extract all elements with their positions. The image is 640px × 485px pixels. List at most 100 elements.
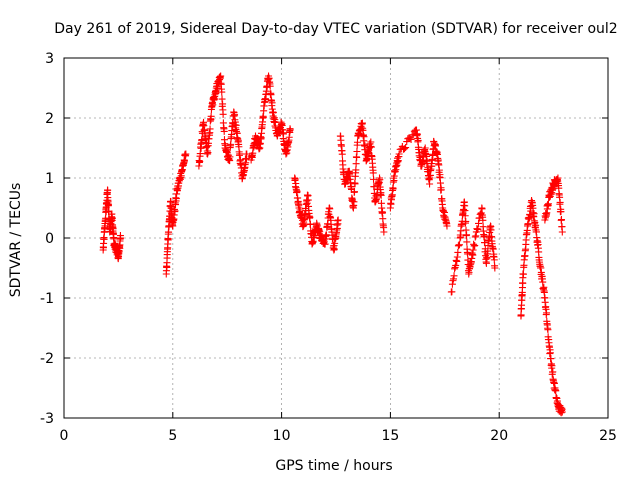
data-point [351, 180, 359, 188]
data-point [491, 264, 499, 272]
data-point [338, 150, 346, 158]
data-point [353, 147, 361, 155]
y-axis-label: SDTVAR / TECUs [8, 183, 24, 298]
data-point [544, 326, 552, 334]
y-tick-label: 2 [45, 111, 54, 127]
data-point [557, 216, 565, 224]
data-point [353, 138, 361, 146]
data-point [204, 149, 212, 157]
data-point [219, 110, 227, 118]
data-point [286, 126, 294, 134]
data-point [395, 150, 403, 158]
data-point [471, 242, 479, 250]
data-point [548, 362, 556, 370]
data-point [448, 288, 456, 296]
data-point [455, 241, 463, 249]
data-point [437, 186, 445, 194]
data-point [171, 207, 179, 215]
data-point [353, 153, 361, 161]
data-point [306, 221, 314, 229]
data-point [226, 153, 234, 161]
data-point [182, 150, 190, 158]
data-point [549, 368, 557, 376]
data-point [544, 200, 552, 208]
data-point [207, 112, 215, 120]
data-point [463, 231, 471, 239]
x-tick-label: 10 [273, 428, 291, 444]
points-layer [99, 72, 566, 417]
data-point [370, 175, 378, 183]
chart-title: Day 261 of 2019, Sidereal Day-to-day VTE… [54, 21, 617, 37]
y-tick-label: -3 [40, 411, 54, 427]
x-tick-label: 20 [490, 428, 508, 444]
data-point [236, 150, 244, 158]
data-point [196, 150, 204, 158]
data-point [350, 188, 358, 196]
y-tick-label: 1 [45, 171, 54, 187]
data-point [429, 152, 437, 160]
data-point [232, 121, 240, 129]
data-point [552, 387, 560, 395]
data-point [303, 199, 311, 207]
data-point [478, 205, 486, 213]
data-point [334, 216, 342, 224]
x-axis-label: GPS time / hours [275, 458, 392, 474]
data-point [481, 239, 489, 247]
data-point [280, 130, 288, 138]
data-point [558, 408, 566, 416]
data-point [479, 216, 487, 224]
data-point [379, 208, 387, 216]
x-tick-label: 15 [381, 428, 399, 444]
data-point [243, 150, 251, 158]
data-point [490, 256, 498, 264]
data-point [360, 133, 368, 141]
data-point [530, 210, 538, 218]
data-point [352, 160, 360, 168]
data-point [100, 235, 108, 243]
data-point [443, 222, 451, 230]
y-tick-label: -1 [40, 291, 54, 307]
data-point [557, 208, 565, 216]
data-point [556, 198, 564, 206]
data-point [463, 238, 471, 246]
data-point [407, 135, 415, 143]
data-point [369, 169, 377, 177]
data-point [414, 136, 422, 144]
data-point [108, 214, 116, 222]
data-point [117, 234, 125, 242]
data-point [487, 226, 495, 234]
x-tick-label: 0 [60, 428, 69, 444]
data-point [326, 205, 334, 213]
data-point [376, 176, 384, 184]
data-point [266, 82, 274, 90]
data-point [259, 113, 267, 121]
data-point [104, 186, 112, 194]
y-tick-label: 3 [45, 51, 54, 67]
data-point [423, 157, 431, 165]
data-point [519, 270, 527, 278]
data-point [219, 100, 227, 108]
data-point [558, 228, 566, 236]
data-point [428, 162, 436, 170]
x-tick-label: 5 [168, 428, 177, 444]
data-point [450, 272, 458, 280]
data-point [367, 143, 375, 151]
data-point [304, 196, 312, 204]
data-point [218, 88, 226, 96]
data-point [217, 72, 225, 80]
data-point [380, 228, 388, 236]
data-point [389, 185, 397, 193]
ticks-layer: 0 5 10 15 20 25 -3 -2 -1 0 1 2 3 [40, 51, 617, 444]
plot-frame [63, 57, 609, 419]
data-point [293, 188, 301, 196]
data-point [377, 191, 385, 199]
data-point [454, 248, 462, 256]
data-point [269, 109, 277, 117]
data-point [426, 180, 434, 188]
data-point [517, 311, 525, 319]
data-point [401, 145, 409, 153]
data-point [350, 198, 358, 206]
data-point [306, 213, 314, 221]
